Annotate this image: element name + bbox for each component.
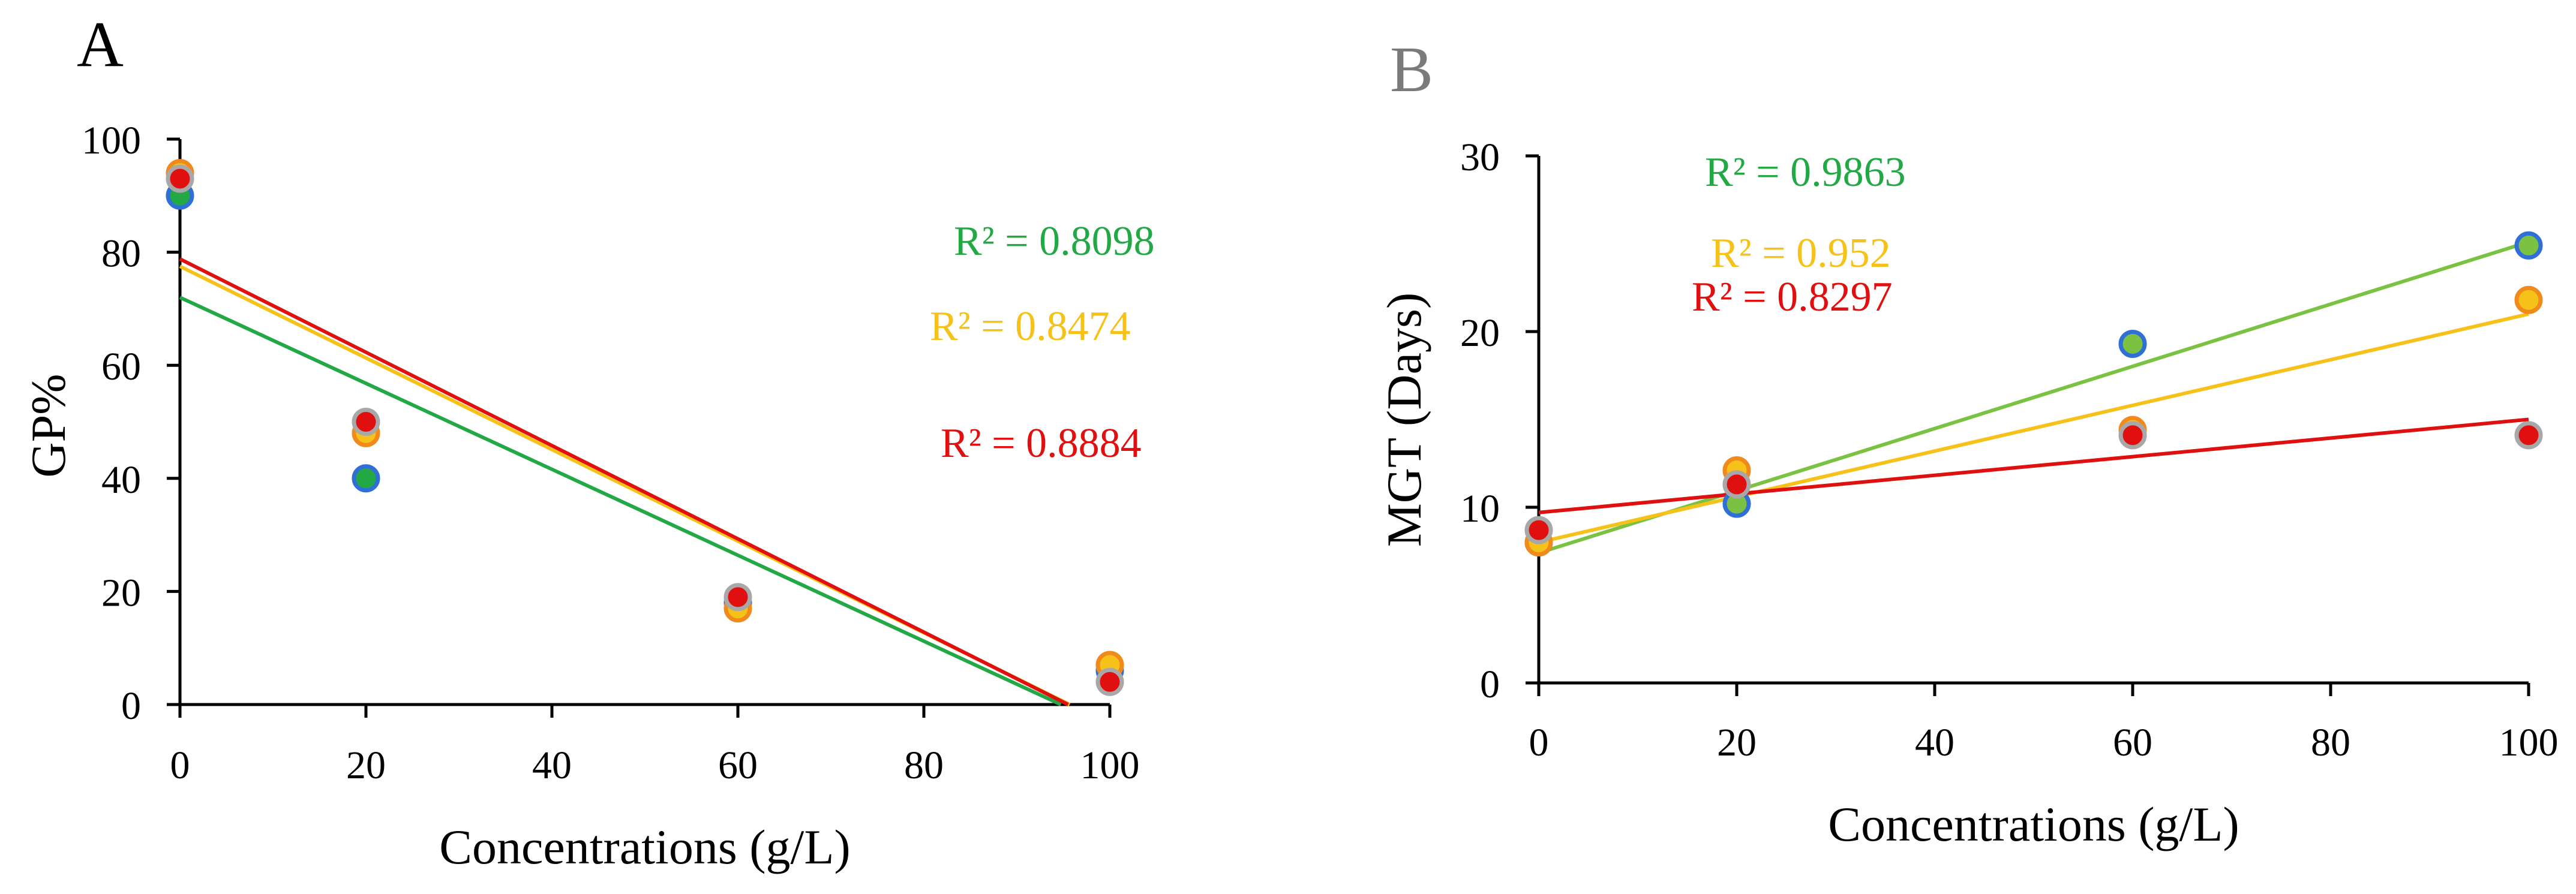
data-point-green (2118, 330, 2147, 359)
panel-b-y-axis-title: MGT (Days) (1377, 293, 1431, 547)
x-tick-label: 80 (2311, 721, 2350, 764)
x-tick-label: 0 (170, 744, 190, 787)
x-tick-label: 80 (904, 744, 944, 787)
trendline-yellow (1538, 312, 2529, 544)
panel-b-r2-green: R² = 0.9863 (1705, 149, 1906, 195)
data-point-red (723, 583, 752, 612)
x-tick-label: 60 (718, 744, 758, 787)
y-tick-label: 0 (1480, 663, 1500, 706)
y-tick-label: 60 (101, 345, 141, 389)
panel-a-x-axis-title: Concentrations (g/L) (439, 820, 850, 874)
y-tick-label: 0 (121, 684, 141, 728)
x-tick-label: 20 (346, 744, 386, 787)
panel-a-r2-yellow: R² = 0.8474 (930, 303, 1131, 350)
trendline-red (1538, 417, 2529, 514)
data-point-red (1524, 516, 1553, 544)
panel-b-r2-red: R² = 0.8297 (1692, 274, 1893, 320)
data-point-red (2514, 421, 2543, 450)
x-tick-label: 100 (1080, 744, 1140, 787)
trendline-green (179, 296, 1062, 706)
y-tick-label: 30 (1460, 136, 1500, 179)
panel-b-r2-yellow: R² = 0.952 (1711, 230, 1891, 276)
x-tick-label: 60 (2113, 721, 2152, 764)
x-tick-label: 40 (1915, 721, 1954, 764)
data-point-red (1095, 667, 1124, 696)
y-tick-label: 100 (82, 119, 141, 162)
data-point-yellow (2514, 285, 2543, 314)
y-tick-label: 80 (101, 232, 141, 276)
panel-a-r2-red: R² = 0.8884 (941, 420, 1142, 466)
x-tick-label: 20 (1717, 721, 1757, 764)
data-point-red (2118, 421, 2147, 450)
panel-b: B 0 10 20 30 0 20 40 60 80 100 R² = 0.9863 R² = … (1377, 34, 2559, 851)
panel-a-label: A (77, 9, 124, 80)
x-tick-label: 0 (1529, 721, 1549, 764)
panel-a-r2-green: R² = 0.8098 (954, 218, 1155, 264)
trendline-green (1538, 240, 2529, 555)
data-point-red (1722, 470, 1751, 499)
panel-a-y-axis-title: GP% (21, 374, 76, 477)
trendline-red (179, 257, 1069, 706)
y-tick-label: 20 (101, 571, 141, 615)
panel-b-label: B (1390, 34, 1433, 106)
data-point-red (166, 164, 194, 193)
y-tick-label: 20 (1460, 311, 1500, 355)
data-point-green (352, 464, 380, 493)
panel-b-x-axis-title: Concentrations (g/L) (1828, 797, 2239, 851)
y-tick-label: 10 (1460, 487, 1500, 531)
x-tick-label: 100 (2499, 721, 2559, 764)
data-point-green (2514, 231, 2543, 260)
y-tick-label: 40 (101, 458, 141, 502)
data-point-red (352, 408, 380, 436)
x-tick-label: 40 (532, 744, 572, 787)
